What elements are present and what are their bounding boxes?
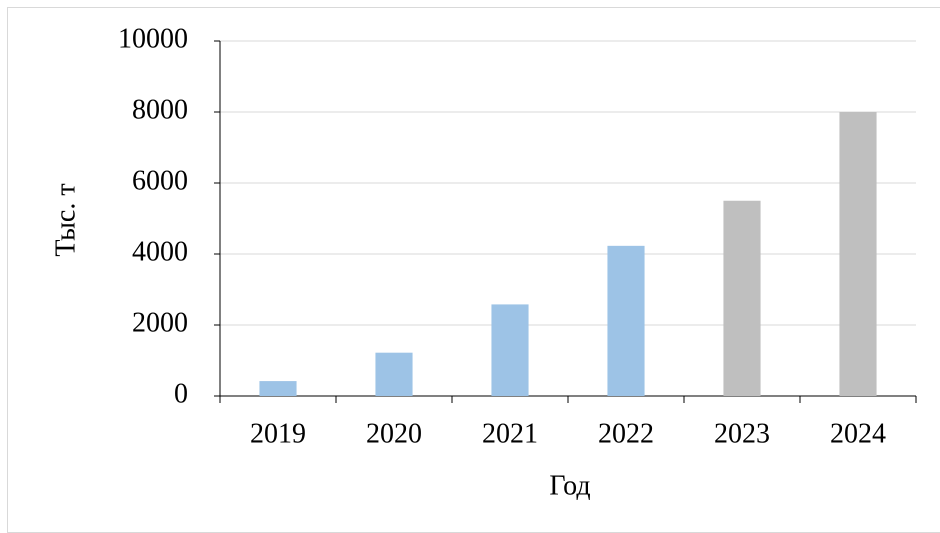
y-tick-label: 10000 bbox=[118, 23, 188, 54]
x-tick-label: 2021 bbox=[482, 418, 538, 449]
x-tick-label: 2022 bbox=[598, 418, 654, 449]
y-tick-label: 6000 bbox=[132, 165, 188, 196]
y-tick-label: 8000 bbox=[132, 94, 188, 125]
x-axis-label: Год bbox=[549, 470, 590, 501]
x-tick-label: 2020 bbox=[366, 418, 422, 449]
frame bbox=[7, 7, 940, 533]
x-tick-label: 2023 bbox=[714, 418, 770, 449]
bar bbox=[375, 352, 413, 396]
y-tick-label: 0 bbox=[174, 378, 188, 409]
x-tick-label: 2019 bbox=[250, 418, 306, 449]
y-axis-label: Тыс. т bbox=[50, 183, 81, 256]
bar bbox=[607, 245, 645, 396]
y-tick-label: 4000 bbox=[132, 236, 188, 267]
bar bbox=[723, 200, 761, 396]
bar bbox=[259, 381, 297, 396]
x-tick-label: 2024 bbox=[830, 418, 886, 449]
bar bbox=[491, 304, 529, 396]
y-tick-label: 2000 bbox=[132, 307, 188, 338]
bar bbox=[839, 112, 877, 396]
